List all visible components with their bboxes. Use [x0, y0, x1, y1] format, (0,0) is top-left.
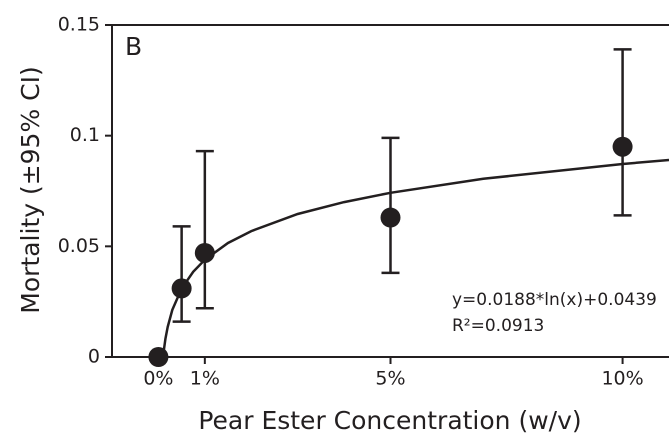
- data-point: [194, 242, 215, 263]
- data-point: [171, 278, 192, 299]
- x-tick-label: 5%: [375, 368, 405, 390]
- error-bar: [381, 136, 400, 275]
- fit-curve: [161, 158, 669, 356]
- error-bar: [195, 149, 214, 310]
- y-tick-label: 0.15: [58, 14, 100, 36]
- data-point: [380, 207, 401, 228]
- data-point: [148, 347, 169, 367]
- x-tick-label: 10%: [601, 368, 643, 390]
- y-tick-label: 0: [88, 346, 100, 368]
- x-tick-label: 1%: [190, 368, 220, 390]
- data-point: [612, 136, 633, 157]
- equation: y=0.0188*ln(x)+0.0439: [452, 290, 657, 310]
- r-squared: R²=0.0913: [452, 316, 544, 336]
- error-bar: [172, 225, 191, 323]
- y-tick-label: 0.1: [70, 124, 100, 146]
- y-tick-label: 0.05: [58, 235, 100, 257]
- x-tick-label: 0%: [143, 368, 173, 390]
- panel-label: B: [125, 32, 142, 61]
- y-axis-label: Mortality (±95% CI): [16, 66, 45, 314]
- error-bar: [613, 48, 632, 217]
- x-axis-label: Pear Ester Concentration (w/v): [198, 406, 581, 435]
